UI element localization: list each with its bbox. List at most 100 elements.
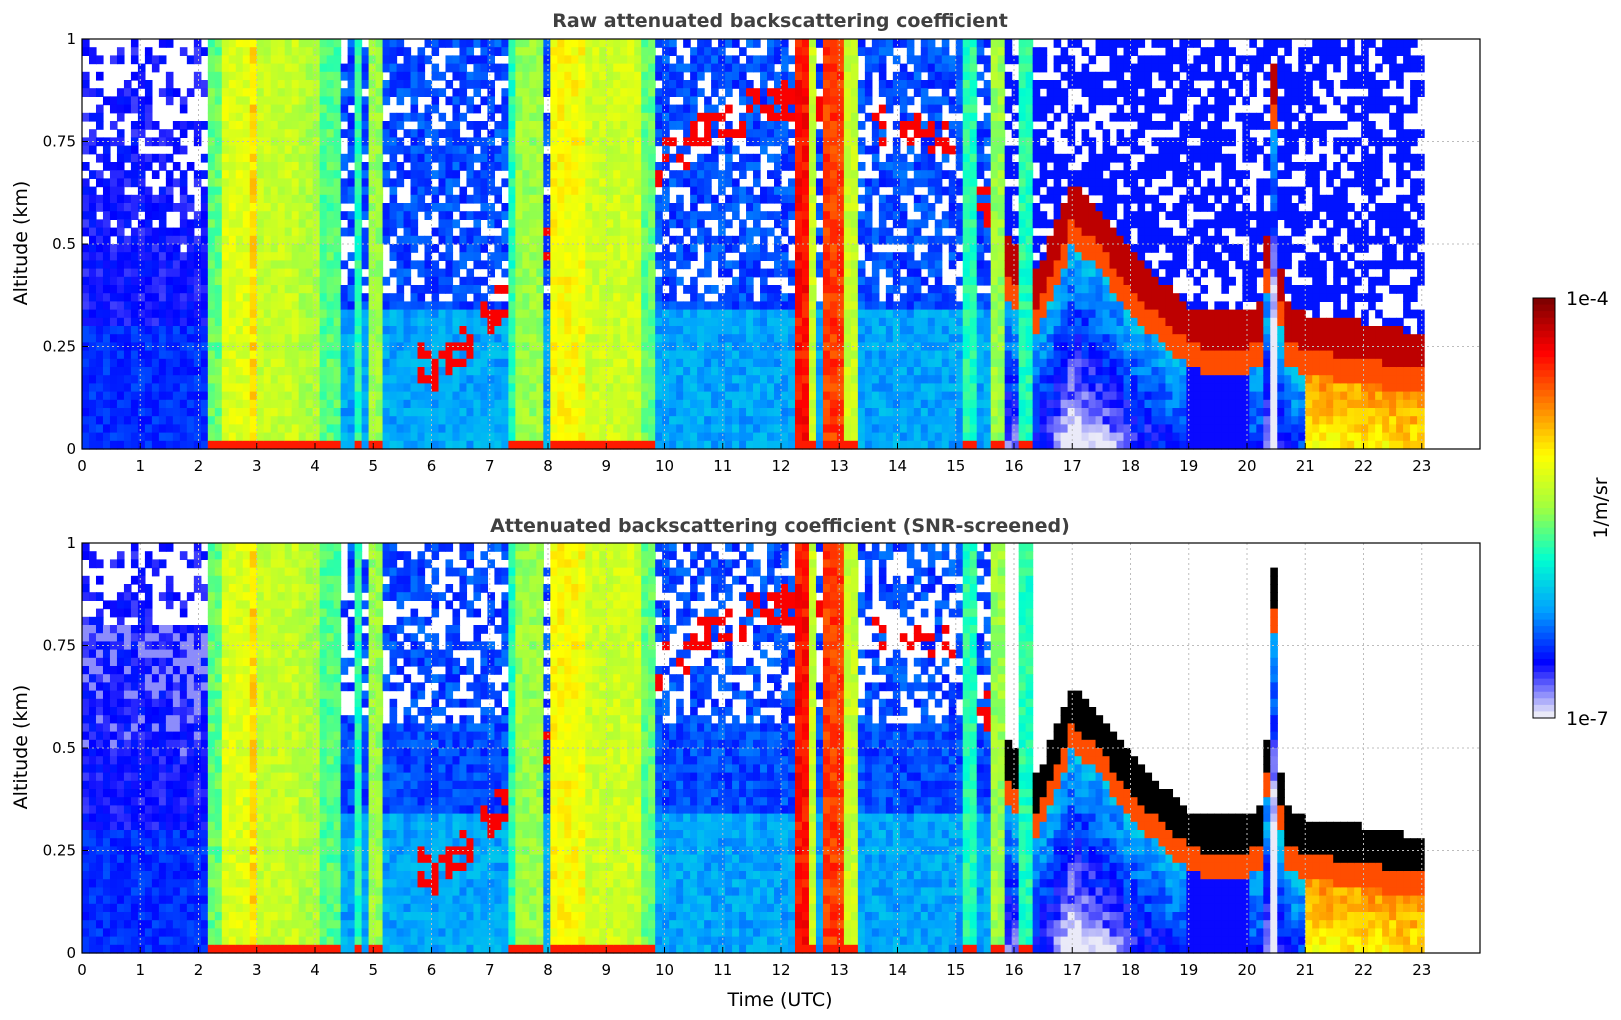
heatmap-cell bbox=[263, 432, 272, 442]
heatmap-cell bbox=[753, 153, 761, 163]
heatmap-cell bbox=[445, 334, 454, 343]
heatmap-cell bbox=[571, 170, 579, 179]
heatmap-cell bbox=[396, 47, 405, 56]
heatmap-cell bbox=[641, 219, 649, 229]
heatmap-cell bbox=[487, 268, 496, 278]
heatmap-cell bbox=[151, 416, 160, 425]
heatmap-cell bbox=[445, 399, 454, 409]
heatmap-cell bbox=[501, 121, 509, 130]
heatmap-cell bbox=[354, 268, 363, 278]
heatmap-cell bbox=[382, 416, 391, 425]
heatmap-cell bbox=[829, 317, 838, 327]
heatmap-cell bbox=[697, 47, 705, 56]
heatmap-cell bbox=[655, 326, 663, 335]
heatmap-cell bbox=[130, 178, 139, 188]
heatmap-cell bbox=[508, 71, 516, 81]
heatmap-cell bbox=[662, 383, 670, 393]
heatmap-cell bbox=[312, 235, 321, 245]
heatmap-cell bbox=[850, 432, 859, 442]
heatmap-cell bbox=[333, 309, 342, 319]
heatmap-cell bbox=[808, 326, 817, 335]
heatmap-cell bbox=[641, 121, 649, 130]
heatmap-cell bbox=[375, 424, 384, 434]
heatmap-cell bbox=[473, 309, 482, 319]
heatmap-cell bbox=[333, 47, 342, 56]
heatmap-cell bbox=[179, 293, 188, 302]
heatmap-cell bbox=[634, 235, 642, 245]
heatmap-cell bbox=[298, 63, 307, 73]
heatmap-cell bbox=[697, 211, 705, 220]
heatmap-cell bbox=[522, 317, 530, 327]
heatmap-cell bbox=[116, 309, 125, 319]
heatmap-cell bbox=[291, 211, 300, 220]
heatmap-cell bbox=[599, 112, 607, 122]
heatmap-cell bbox=[207, 194, 216, 204]
heatmap-cell bbox=[144, 162, 153, 171]
heatmap-cell bbox=[746, 162, 754, 171]
heatmap-cell bbox=[822, 244, 831, 253]
heatmap-cell bbox=[207, 129, 216, 138]
heatmap-cell bbox=[718, 358, 726, 368]
heatmap-cell bbox=[410, 219, 419, 229]
heatmap-cell bbox=[767, 285, 775, 294]
heatmap-cell bbox=[781, 399, 789, 409]
heatmap-cell bbox=[578, 276, 586, 286]
heatmap-cell bbox=[417, 301, 426, 311]
heatmap-cell bbox=[508, 367, 516, 376]
heatmap-cell bbox=[550, 326, 558, 335]
heatmap-cell bbox=[473, 186, 482, 196]
heatmap-cell bbox=[424, 383, 433, 393]
heatmap-cell bbox=[102, 383, 111, 393]
heatmap-cell bbox=[144, 104, 153, 114]
heatmap-cell bbox=[123, 293, 132, 302]
heatmap-cell bbox=[438, 268, 447, 278]
heatmap-cell bbox=[599, 293, 607, 302]
heatmap-cell bbox=[829, 268, 838, 278]
heatmap-cell bbox=[417, 88, 426, 97]
heatmap-cell bbox=[242, 399, 251, 409]
heatmap-cell bbox=[410, 88, 419, 97]
heatmap-cell bbox=[501, 211, 509, 220]
heatmap-cell bbox=[452, 129, 461, 138]
heatmap-cell bbox=[746, 235, 754, 245]
heatmap-cell bbox=[207, 96, 216, 106]
heatmap-cell bbox=[102, 367, 111, 376]
heatmap-cell bbox=[165, 252, 174, 261]
heatmap-cell bbox=[389, 129, 398, 138]
heatmap-cell bbox=[214, 293, 223, 302]
heatmap-cell bbox=[592, 432, 600, 442]
heatmap-cell bbox=[340, 88, 349, 97]
heatmap-cell bbox=[354, 88, 363, 97]
heatmap-cell bbox=[438, 334, 447, 343]
heatmap-cell bbox=[543, 276, 551, 286]
heatmap-cell bbox=[753, 301, 761, 311]
heatmap-cell bbox=[781, 301, 789, 311]
heatmap-cell bbox=[781, 326, 789, 335]
heatmap-cell bbox=[801, 121, 810, 130]
heatmap-cell bbox=[648, 137, 656, 147]
heatmap-cell bbox=[739, 268, 747, 278]
heatmap-cell bbox=[312, 408, 321, 417]
heatmap-cell bbox=[508, 268, 516, 278]
heatmap-cell bbox=[606, 367, 614, 376]
heatmap-cell bbox=[794, 39, 803, 48]
heatmap-cell bbox=[829, 309, 838, 319]
heatmap-cell bbox=[263, 186, 272, 196]
heatmap-cell bbox=[452, 145, 461, 155]
heatmap-cell bbox=[711, 104, 719, 114]
heatmap-cell bbox=[550, 252, 558, 261]
heatmap-cell bbox=[410, 63, 419, 73]
heatmap-cell bbox=[291, 342, 300, 352]
heatmap-cell bbox=[319, 383, 328, 393]
heatmap-cell bbox=[340, 432, 349, 442]
heatmap-cell bbox=[305, 121, 314, 130]
heatmap-cell bbox=[787, 112, 796, 122]
heatmap-cell bbox=[130, 276, 139, 286]
heatmap-cell bbox=[137, 63, 146, 73]
heatmap-cell bbox=[158, 375, 167, 384]
heatmap-cell bbox=[606, 276, 614, 286]
heatmap-cell bbox=[787, 317, 796, 327]
heatmap-cell bbox=[284, 162, 293, 171]
heatmap-cell bbox=[836, 301, 845, 311]
heatmap-cell bbox=[438, 383, 447, 393]
